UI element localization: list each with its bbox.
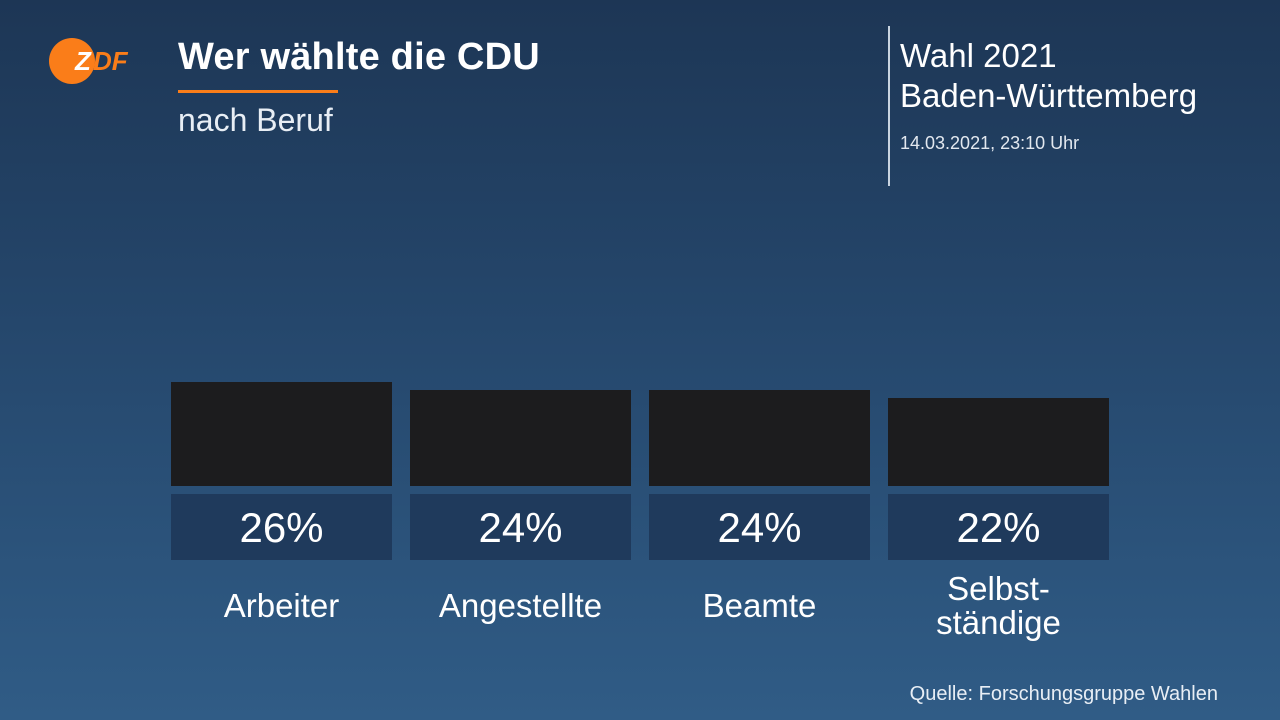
value-box-1 [410, 494, 631, 560]
zdf-logo-circle [49, 38, 95, 84]
bar-0 [171, 382, 392, 486]
zdf-logo-text-z: Z [74, 46, 92, 76]
zdf-logo-text-df: DF [93, 46, 129, 76]
chart-subtitle: nach Beruf [178, 102, 333, 138]
bar-1 [410, 390, 631, 486]
bar-2 [649, 390, 870, 486]
category-label-2: Beamte [703, 587, 817, 624]
category-label-3-line-0: Selbst- [947, 570, 1050, 607]
source-note: Quelle: Forschungsgruppe Wahlen [909, 683, 1218, 705]
value-box-3 [888, 494, 1109, 560]
timestamp: 14.03.2021, 23:10 Uhr [900, 133, 1080, 153]
value-box-0 [171, 494, 392, 560]
title-underline [178, 90, 338, 93]
election-region: Baden-Württemberg [900, 77, 1198, 114]
value-label-1: 24% [478, 504, 562, 551]
category-label-1: Angestellte [439, 587, 602, 624]
chart-title: Wer wählte die CDU [178, 36, 540, 78]
header-divider [888, 26, 890, 186]
value-label-2: 24% [717, 504, 801, 551]
zdf-logo: Z DF [49, 38, 129, 84]
election-info: Wahl 2021 Baden-Württemberg [900, 36, 1197, 116]
election-name: Wahl 2021 [900, 37, 1057, 74]
value-label-3: 22% [956, 504, 1040, 551]
category-label-0: Arbeiter [224, 587, 340, 624]
bar-3 [888, 398, 1109, 486]
value-box-2 [649, 494, 870, 560]
value-label-0: 26% [239, 504, 323, 551]
category-label-3-line-1: ständige [936, 604, 1061, 641]
